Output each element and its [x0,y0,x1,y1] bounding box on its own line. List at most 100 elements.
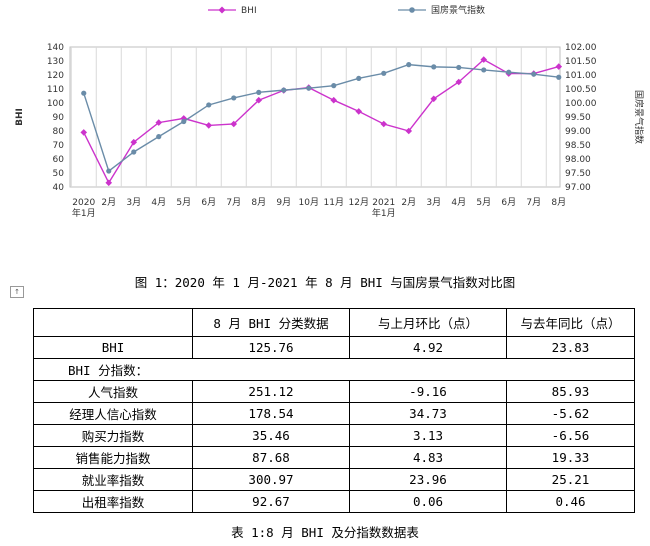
data-point [431,64,437,70]
row-label: 购买力指数 [33,424,193,447]
series-line [83,58,559,185]
data-point [531,71,537,77]
table-row-subindex-heading: BHI 分指数： [33,358,635,381]
subindex-heading: BHI 分指数： [33,358,635,381]
table-row: 经理人信心指数 178.54 34.73 -5.62 [33,402,635,425]
y-tick-label: 80 [53,127,65,137]
row-label: 就业率指数 [33,468,193,491]
y2-tick-label: 97.50 [565,169,591,179]
plot-frame [69,46,561,188]
data-point [406,62,412,68]
table-cell: -9.16 [349,380,507,403]
x-tick-label: 年1月 [72,207,96,219]
table-cell: 23.96 [349,468,507,491]
x-tick-label: 12月 [349,197,369,208]
table-row: 购买力指数 35.46 3.13 -6.56 [33,424,635,447]
data-point [130,138,138,146]
y-tick-label: 100 [47,99,64,109]
table-cell: 251.12 [192,380,350,403]
y2-tick-label: 98.50 [565,141,591,151]
table-header-cell: 与去年同比（点） [506,308,635,337]
data-point [330,96,338,104]
table-cell: 34.73 [349,402,507,425]
y2-tick-label: 100.50 [565,85,597,95]
data-point [480,56,488,63]
data-point [106,168,112,174]
table-row-bhi: BHI 125.76 4.92 23.83 [33,336,635,359]
y2-tick-label: 99.00 [565,127,591,137]
bhi-data-table: 8 月 BHI 分类数据 与上月环比（点） 与去年同比（点） BHI 125.7… [33,308,635,513]
table-header-cell: 8 月 BHI 分类数据 [192,308,350,337]
row-label: 销售能力指数 [33,446,193,469]
y-tick-label: 120 [47,71,64,81]
table-cell: 23.83 [506,336,635,359]
x-tick-label: 2021 [372,198,395,208]
y2-axis-label: 国房景气指数 [633,90,645,144]
table-cell: 300.97 [192,468,350,491]
data-point [381,70,387,76]
figure-caption: 图 1：2020 年 1 月-2021 年 8 月 BHI 与国房景气指数对比图 [134,275,516,290]
data-point [331,83,337,89]
x-tick-label: 7月 [226,197,241,208]
table-cell: 87.68 [192,446,350,469]
data-point [155,119,163,126]
y-tick-label: 130 [47,57,64,67]
series-line [83,63,559,173]
x-tick-label: 9月 [276,197,291,208]
table-cell: 25.21 [506,468,635,491]
data-point [356,75,362,81]
legend-label: BHI [241,6,257,16]
row-label: 出租率指数 [33,490,193,513]
table-caption: 表 1:8 月 BHI 及分指数数据表 [231,525,419,540]
x-tick-label: 年1月 [372,207,396,219]
x-tick-label: 4月 [451,197,466,208]
data-point [455,78,463,86]
table-cell: -6.56 [506,424,635,447]
y2-tick-label: 102.00 [565,43,597,53]
data-point [131,149,137,155]
table-cell: -5.62 [506,402,635,425]
row-label: 经理人信心指数 [33,402,193,425]
table-row: 销售能力指数 87.68 4.83 19.33 [33,446,635,469]
table-cell: 4.92 [349,336,507,359]
table-cell: 0.46 [506,490,635,513]
y-tick-label: 40 [53,183,65,193]
y2-tick-label: 97.00 [565,183,591,193]
data-point [181,118,187,125]
x-tick-label: 3月 [426,197,441,208]
data-point [405,127,413,135]
row-label: 人气指数 [33,380,193,403]
y-tick-label: 140 [47,43,64,53]
table-cell: 125.76 [192,336,350,359]
table-header-row: 8 月 BHI 分类数据 与上月环比（点） 与去年同比（点） [33,308,635,337]
data-point [355,108,363,115]
y-tick-label: 90 [53,113,65,123]
data-point [156,134,162,140]
table-header-cell: 与上月环比（点） [349,308,507,337]
table-cell: 178.54 [192,402,350,425]
data-point [81,90,87,96]
data-point [481,67,487,73]
legend-marker [218,6,226,14]
table-header-cell [33,308,193,337]
data-point [430,95,438,103]
x-tick-label: 3月 [126,197,141,208]
data-point [105,179,113,187]
data-point [456,64,462,71]
data-point [281,87,287,93]
table-row: 就业率指数 300.97 23.96 25.21 [33,468,635,491]
x-tick-label: 8月 [551,197,566,208]
x-tick-label: 6月 [201,197,216,208]
comparison-chart: 40 50 60 70 80 90 100 110 120 130 140 97.00 97.50 98.… [15,4,645,219]
paragraph-anchor-icon: ↑ [10,286,24,298]
data-point [506,69,512,75]
x-tick-label: 2月 [101,197,116,208]
y2-tick-label: 101.50 [565,57,597,67]
y-tick-label: 110 [47,85,64,95]
table-cell: 85.93 [506,380,635,403]
y2-tick-label: 98.00 [565,155,591,165]
table-cell: 0.06 [349,490,507,513]
data-point [205,122,213,129]
x-tick-label: 10月 [299,197,319,208]
x-tick-label: 2020 [72,198,95,208]
